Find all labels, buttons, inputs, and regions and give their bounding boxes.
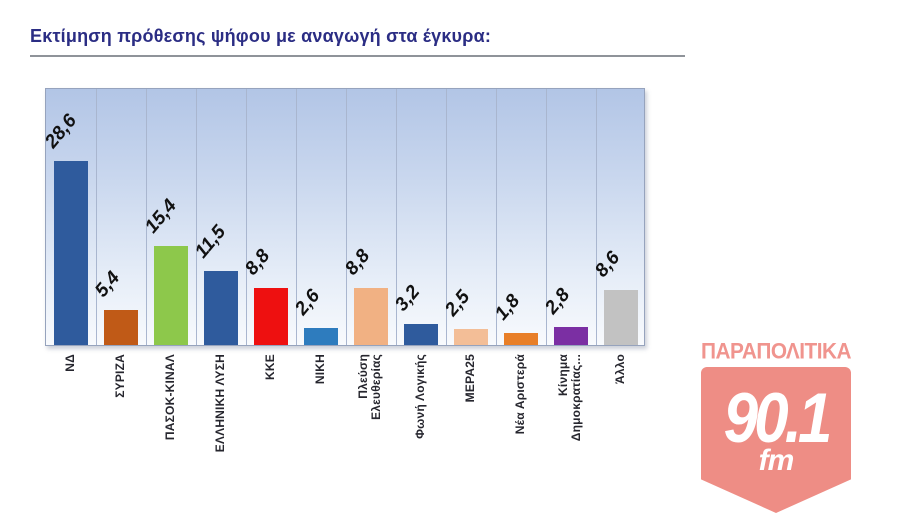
plot-area: 28,6 5,4 15,4 11,5 8,8 2,6 8,8 3,2 2,5 1,8 2,8 8,6 — [41, 88, 645, 346]
category-label: Φωνή Λογικής — [413, 354, 427, 439]
gridline — [296, 89, 297, 345]
category-label: Νέα Αριστερά — [513, 354, 527, 435]
category-label: Πλεύση Ελευθερίας — [356, 354, 383, 420]
bar — [504, 333, 538, 345]
bar — [104, 310, 138, 345]
category-label: Άλλο — [613, 354, 627, 384]
category-label: ΕΛΛΗΝΙΚΗ ΛΥΣΗ — [213, 354, 227, 453]
gridline — [346, 89, 347, 345]
gridline — [146, 89, 147, 345]
gridline — [246, 89, 247, 345]
title-underline — [30, 55, 685, 57]
category-label: Κίνημα Δημοκρατίας... — [556, 354, 583, 442]
bar-value-label: 15,4 — [141, 195, 182, 238]
category-label: ΣΥΡΙΖΑ — [113, 354, 127, 398]
radio-station-logo: ΠΑΡΑΠΟΛΙΤΙΚΑ 90.1 fm — [697, 340, 855, 513]
bar — [604, 290, 638, 345]
bar — [404, 324, 438, 345]
bar — [254, 288, 288, 345]
bar-value-label: 11,5 — [191, 221, 231, 263]
bar — [554, 327, 588, 345]
bar — [304, 328, 338, 345]
gridline — [196, 89, 197, 345]
category-label: ΝΔ — [63, 354, 77, 372]
bar-value-label: 28,6 — [41, 110, 82, 153]
gridline — [396, 89, 397, 345]
gridline — [496, 89, 497, 345]
logo-frequency-badge: 90.1 fm — [701, 367, 851, 513]
gridline — [96, 89, 97, 345]
gridline — [446, 89, 447, 345]
logo-frequency-text: 90.1 — [723, 379, 833, 459]
logo-station-text: ΠΑΡΑΠΟΛΙΤΙΚΑ — [701, 340, 852, 365]
bar — [154, 246, 188, 345]
category-label: ΝΙΚΗ — [313, 354, 327, 385]
bar — [54, 161, 88, 345]
category-axis-labels: ΝΔ ΣΥΡΙΖΑ ΠΑΣΟΚ-ΚΙΝΑΛ ΕΛΛΗΝΙΚΗ ΛΥΣΗ ΚΚΕ ΝΙΚΗ Π… — [45, 350, 645, 520]
bar — [354, 288, 388, 345]
category-label: ΚΚΕ — [263, 354, 277, 380]
category-label: ΠΑΣΟΚ-ΚΙΝΑΛ — [163, 354, 177, 441]
logo-fm-text: fm — [758, 444, 795, 477]
gridline — [546, 89, 547, 345]
chart-title: Εκτίμηση πρόθεσης ψήφου με αναγωγή στα έ… — [30, 26, 492, 46]
gridline — [596, 89, 597, 345]
bar — [454, 329, 488, 345]
bar — [204, 271, 238, 345]
category-label: ΜΕΡΑ25 — [463, 354, 477, 403]
